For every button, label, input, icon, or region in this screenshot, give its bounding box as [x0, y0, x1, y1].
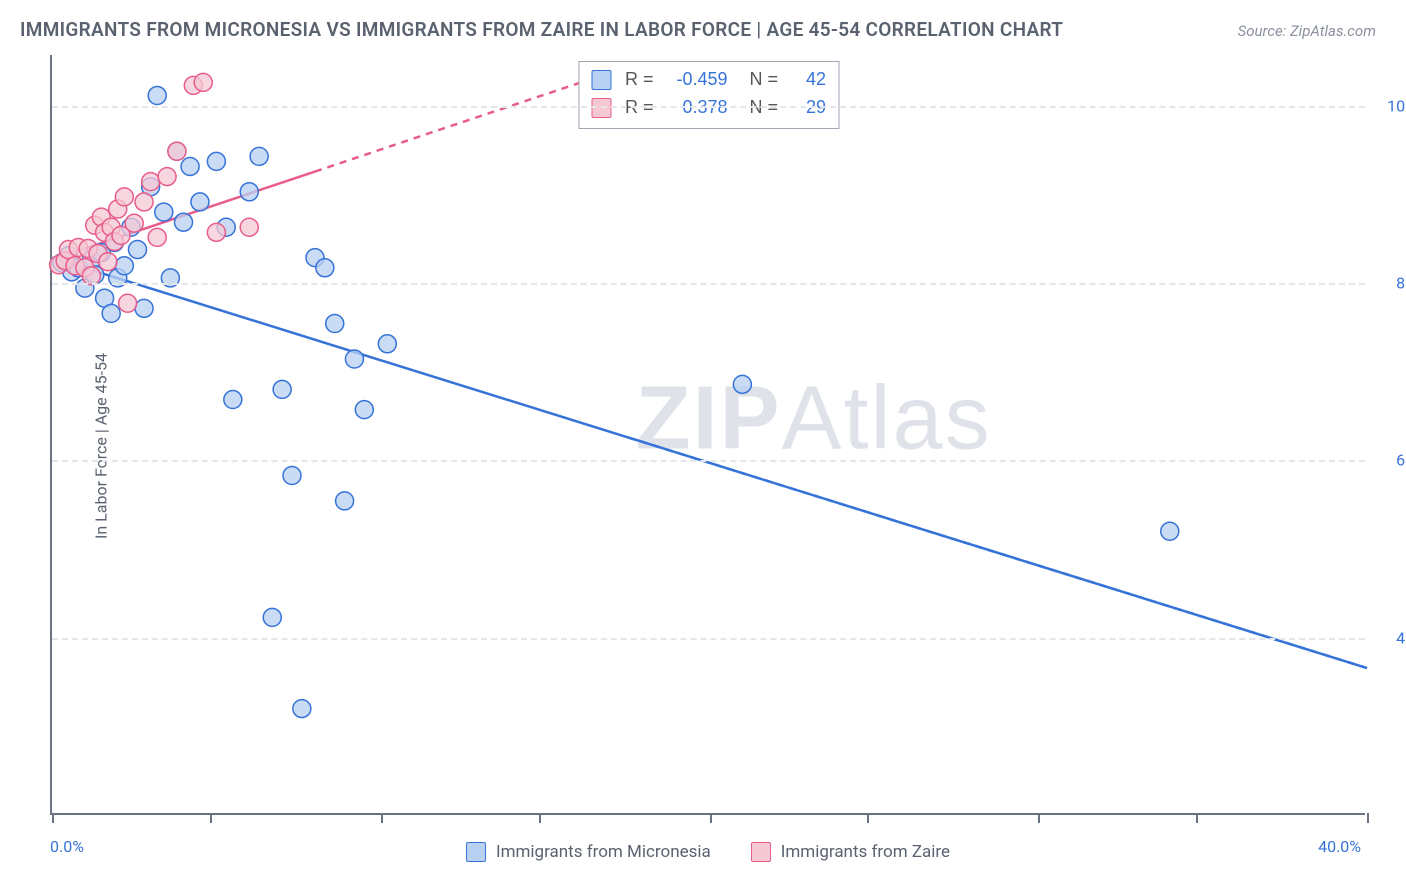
x-tick: [867, 813, 869, 823]
x-tick: [1367, 813, 1369, 823]
data-point: [158, 168, 176, 186]
x-tick: [381, 813, 383, 823]
y-tick-label: 100.0%: [1371, 96, 1406, 115]
x-tick: [1038, 813, 1040, 823]
y-tick-label: 47.5%: [1371, 628, 1406, 647]
data-point: [207, 223, 225, 241]
stat-R-value: 0.378: [668, 94, 728, 122]
data-point: [155, 203, 173, 221]
data-point: [102, 304, 120, 322]
stat-N-label: N =: [750, 66, 779, 94]
data-point: [181, 157, 199, 175]
data-point: [316, 259, 334, 277]
stat-N-value: 42: [792, 66, 826, 94]
stats-row: R = -0.459 N = 42: [591, 66, 826, 94]
data-point: [733, 375, 751, 393]
data-point: [355, 401, 373, 419]
data-point: [224, 391, 242, 409]
bottom-legend: Immigrants from Micronesia Immigrants fro…: [50, 842, 1366, 862]
data-point: [115, 188, 133, 206]
data-point: [191, 193, 209, 211]
data-point: [326, 315, 344, 333]
legend-label: Immigrants from Micronesia: [496, 842, 711, 862]
legend-swatch-icon: [591, 98, 611, 118]
x-tick: [710, 813, 712, 823]
legend-swatch-icon: [751, 842, 771, 862]
legend-item: Immigrants from Micronesia: [466, 842, 711, 862]
data-point: [135, 193, 153, 211]
svg-layer: [52, 55, 1365, 813]
legend-swatch-icon: [591, 70, 611, 90]
legend-label: Immigrants from Zaire: [781, 842, 950, 862]
y-tick-label: 82.5%: [1371, 274, 1406, 293]
stat-R-label: R =: [625, 66, 654, 94]
data-point: [194, 73, 212, 91]
source-label: Source: ZipAtlas.com: [1238, 22, 1376, 40]
data-point: [263, 608, 281, 626]
data-point: [99, 253, 117, 271]
data-point: [1161, 522, 1179, 540]
chart-container: IMMIGRANTS FROM MICRONESIA VS IMMIGRANTS…: [0, 0, 1406, 892]
stat-N-value: 29: [792, 94, 826, 122]
gridline: [52, 106, 1365, 108]
data-point: [240, 218, 258, 236]
x-tick: [539, 813, 541, 823]
data-point: [128, 241, 146, 259]
x-tick: [1196, 813, 1198, 823]
y-tick-label: 65.0%: [1371, 451, 1406, 470]
stats-legend-box: R = -0.459 N = 42 R = 0.378 N = 29: [578, 61, 839, 129]
stat-R-value: -0.459: [668, 66, 728, 94]
data-point: [148, 87, 166, 105]
plot-area: ZIPAtlas R =-0.459N =42R =0.378N =29 47.…: [50, 55, 1365, 815]
data-point: [273, 380, 291, 398]
data-point: [175, 213, 193, 231]
data-point: [378, 335, 396, 353]
x-tick: [52, 813, 54, 823]
data-point: [125, 214, 143, 232]
data-point: [240, 183, 258, 201]
legend-swatch-icon: [466, 842, 486, 862]
gridline: [52, 460, 1365, 462]
trend-line: [52, 258, 1367, 668]
stats-row: R = 0.378 N = 29: [591, 94, 826, 122]
chart-title: IMMIGRANTS FROM MICRONESIA VS IMMIGRANTS…: [20, 18, 1063, 41]
data-point: [135, 299, 153, 317]
data-point: [345, 350, 363, 368]
data-point: [293, 700, 311, 718]
data-point: [119, 294, 137, 312]
stat-R-label: R =: [625, 94, 654, 122]
x-tick: [210, 813, 212, 823]
stat-N-label: N =: [750, 94, 779, 122]
data-point: [207, 152, 225, 170]
data-point: [168, 142, 186, 160]
gridline: [52, 638, 1365, 640]
data-point: [250, 147, 268, 165]
data-point: [142, 173, 160, 191]
data-point: [283, 467, 301, 485]
data-point: [336, 492, 354, 510]
gridline: [52, 283, 1365, 285]
data-point: [115, 257, 133, 275]
legend-item: Immigrants from Zaire: [751, 842, 950, 862]
data-point: [148, 228, 166, 246]
